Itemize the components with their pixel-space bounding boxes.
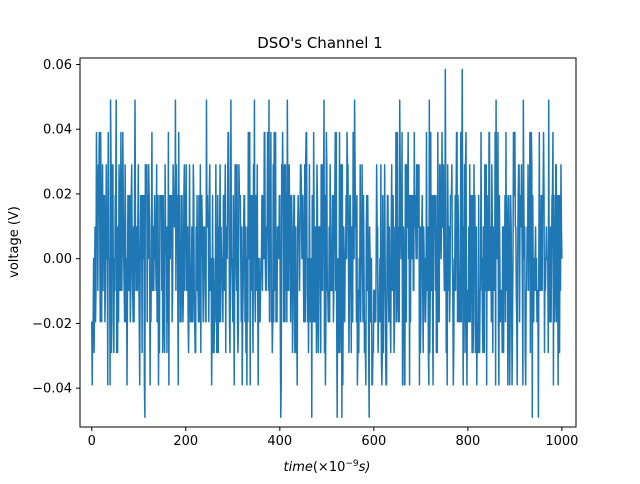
- y-tick-label: −0.04: [32, 382, 72, 397]
- x-axis-title: time(×10−9s): [283, 459, 370, 475]
- y-tick-label: 0.06: [43, 58, 72, 73]
- y-axis: −0.04 −0.02 0.00 0.02 0.04 0.06: [32, 58, 80, 397]
- x-tick-label: 0: [88, 434, 96, 449]
- y-tick-label: −0.02: [32, 317, 72, 332]
- x-tick-label: 400: [267, 434, 292, 449]
- x-axis-title-exponent: −9: [345, 459, 359, 469]
- y-tick-label: 0.02: [43, 187, 72, 202]
- series-line: [91, 68, 563, 419]
- x-tick-label: 1000: [545, 434, 578, 449]
- plot-frame: [79, 57, 577, 428]
- y-axis-title: voltage (V): [7, 206, 22, 278]
- x-tick-label: 200: [173, 434, 198, 449]
- x-axis-title-unit: s): [359, 460, 371, 475]
- x-tick-label: 600: [361, 434, 386, 449]
- x-axis: 0 200 400 600 800 1000: [88, 427, 578, 449]
- y-tick-label: 0.00: [43, 252, 72, 267]
- chart-title: DSO's Channel 1: [257, 34, 382, 52]
- series-layer: [91, 68, 563, 419]
- y-tick-label: 0.04: [43, 123, 72, 138]
- x-axis-title-main: time: [283, 460, 312, 475]
- x-axis-title-suffix: (×10: [313, 460, 346, 475]
- x-tick-label: 800: [455, 434, 480, 449]
